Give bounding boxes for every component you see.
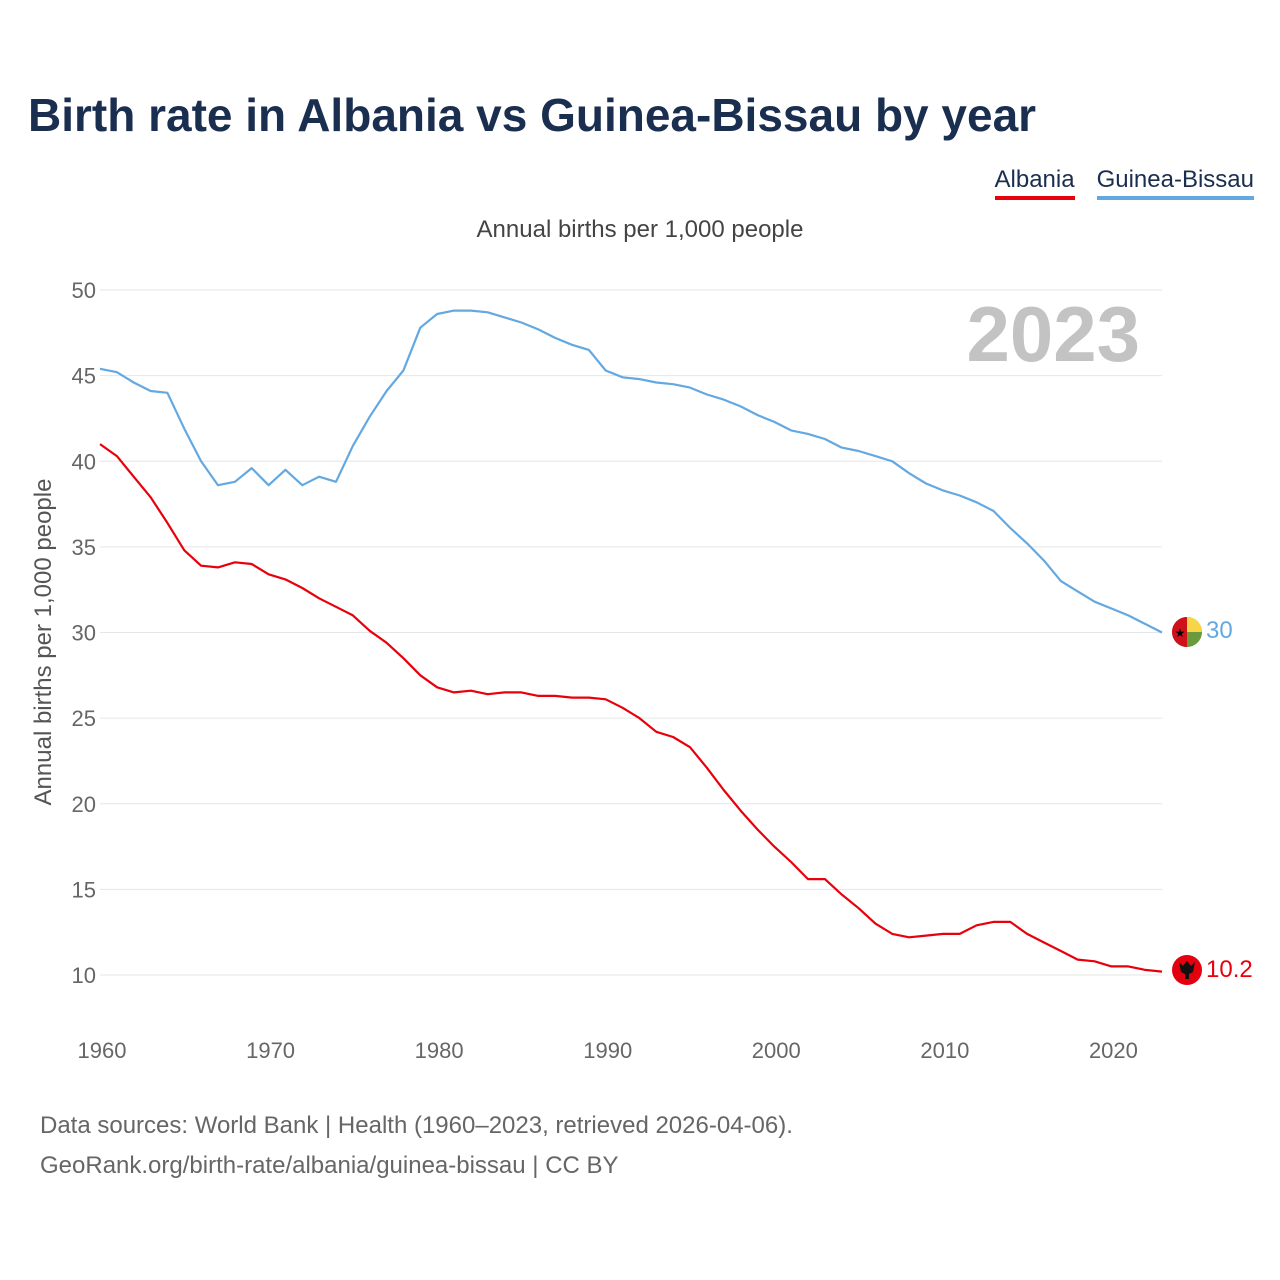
guinea-bissau-flag-icon: ★ xyxy=(1172,617,1202,647)
series-line-guinea-bissau[interactable] xyxy=(99,309,1163,634)
y-tick-10: 10 xyxy=(72,963,96,988)
y-tick-35: 35 xyxy=(72,535,96,560)
y-tick-20: 20 xyxy=(72,792,96,817)
y-tick-45: 45 xyxy=(72,364,96,389)
y-tick-40: 40 xyxy=(72,449,96,474)
y-tick-15: 15 xyxy=(72,877,96,902)
x-tick-2020: 2020 xyxy=(1089,1038,1138,1063)
albania-end-label: 10.2 xyxy=(1206,956,1253,983)
x-axis-ticks: 1960 1970 1980 1990 2000 2010 2020 xyxy=(78,1038,1138,1063)
y-tick-50: 50 xyxy=(72,278,96,303)
page-title: Birth rate in Albania vs Guinea-Bissau b… xyxy=(28,89,1037,141)
source-line-1: Data sources: World Bank | Health (1960–… xyxy=(40,1112,793,1139)
svg-text:★: ★ xyxy=(1175,626,1186,640)
y-tick-25: 25 xyxy=(72,706,96,731)
y-axis-ticks: 10 15 20 25 30 35 40 45 50 xyxy=(72,278,96,988)
x-tick-2010: 2010 xyxy=(920,1038,969,1063)
x-tick-1960: 1960 xyxy=(78,1038,127,1063)
chart-subtitle: Annual births per 1,000 people xyxy=(476,216,804,243)
source-note: Data sources: World Bank | Health (1960–… xyxy=(40,1106,793,1186)
series-lines xyxy=(99,309,1163,973)
albania-flag-icon xyxy=(1172,955,1202,985)
year-watermark: 2023 xyxy=(966,290,1140,378)
x-tick-1980: 1980 xyxy=(415,1038,464,1063)
x-tick-1990: 1990 xyxy=(583,1038,632,1063)
guinea-bissau-end-label: 30 xyxy=(1206,617,1233,644)
legend-item-guinea-bissau[interactable]: Guinea-Bissau xyxy=(1096,166,1254,200)
y-tick-30: 30 xyxy=(72,621,96,646)
legend: Albania Guinea-Bissau xyxy=(994,166,1254,200)
source-line-2[interactable]: GeoRank.org/birth-rate/albania/guinea-bi… xyxy=(40,1152,619,1179)
series-line-albania[interactable] xyxy=(99,443,1163,973)
gridlines xyxy=(100,289,1162,976)
x-tick-1970: 1970 xyxy=(246,1038,295,1063)
legend-item-albania[interactable]: Albania xyxy=(994,166,1075,200)
x-tick-2000: 2000 xyxy=(752,1038,801,1063)
